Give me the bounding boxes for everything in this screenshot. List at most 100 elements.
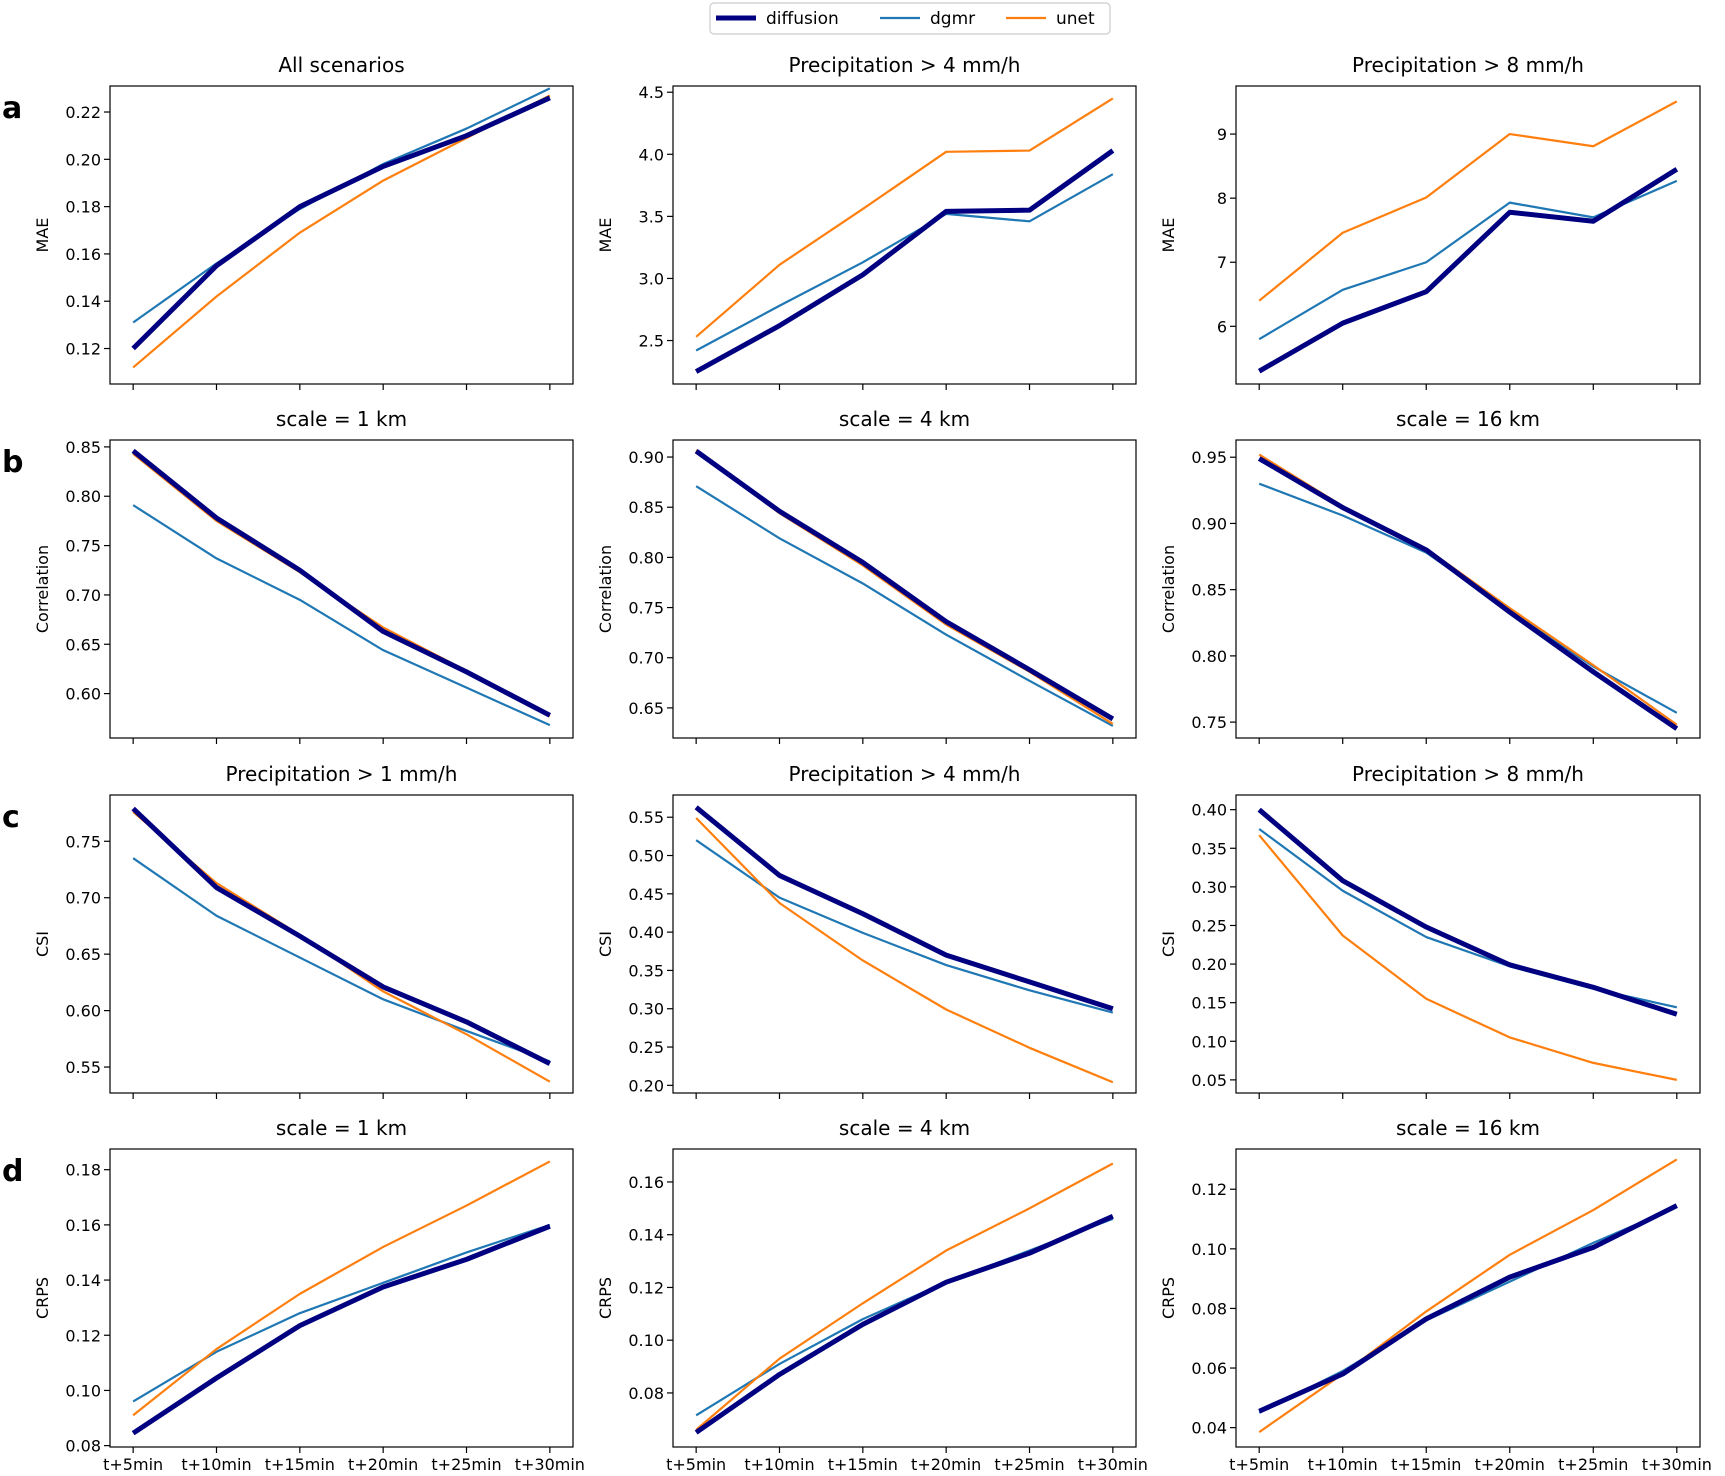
y-tick-label: 0.30 <box>1191 878 1227 897</box>
plot-frame <box>109 1148 574 1448</box>
series-line-unet <box>695 817 1114 1084</box>
panel-d-3: scale = 16 km CRPS 0.04 0.06 0.08 0.10 0.12 t+5… <box>1159 1116 1712 1474</box>
series-line-diffusion <box>694 805 1114 1012</box>
panel-title: Precipitation > 8 mm/h <box>1352 53 1584 77</box>
series-line-dgmr <box>695 173 1114 352</box>
series-line-unet <box>695 97 1114 338</box>
y-tick-label: 0.10 <box>65 1381 101 1400</box>
panel-title: scale = 1 km <box>276 407 407 431</box>
y-tick-label: 0.14 <box>65 292 101 311</box>
row-letter-a: a <box>2 91 22 126</box>
panel-title: scale = 16 km <box>1396 1116 1540 1140</box>
series-line-diffusion <box>131 1223 551 1436</box>
y-tick-label: 0.80 <box>65 487 101 506</box>
x-tick-label: t+25min <box>994 1455 1064 1474</box>
legend-label-dgmr: dgmr <box>930 9 975 29</box>
y-tick-label: 0.08 <box>1191 1299 1227 1318</box>
y-tick-label: 0.75 <box>65 832 101 851</box>
y-tick-label: 0.18 <box>65 198 101 217</box>
y-tick-label: 0.45 <box>628 885 664 904</box>
y-tick-label: 0.55 <box>628 808 664 827</box>
y-tick-label: 0.70 <box>628 649 664 668</box>
x-tick-label: t+15min <box>1391 1455 1461 1474</box>
panel-title: All scenarios <box>278 53 404 77</box>
panel-title: Precipitation > 1 mm/h <box>226 762 458 786</box>
x-tick-label: t+5min <box>103 1455 163 1474</box>
y-tick-label: 4.0 <box>639 145 664 164</box>
series-line-diffusion <box>694 1213 1114 1435</box>
y-axis-label: CSI <box>33 931 52 957</box>
y-tick-label: 0.65 <box>65 945 101 964</box>
x-tick-label: t+5min <box>666 1455 726 1474</box>
x-tick-label: t+25min <box>1558 1455 1628 1474</box>
x-tick-label: t+15min <box>828 1455 898 1474</box>
y-tick-label: 0.60 <box>65 1002 101 1021</box>
y-tick-label: 0.10 <box>628 1331 664 1350</box>
panel-title: scale = 16 km <box>1396 407 1540 431</box>
plot-frame <box>109 794 574 1094</box>
plot-frame <box>109 85 574 385</box>
x-tick-label: t+5min <box>1229 1455 1289 1474</box>
y-tick-label: 0.35 <box>1191 839 1227 858</box>
y-tick-label: 8 <box>1217 189 1227 208</box>
y-tick-label: 0.40 <box>628 923 664 942</box>
y-tick-label: 0.70 <box>65 889 101 908</box>
x-tick-label: t+30min <box>1078 1455 1148 1474</box>
y-tick-label: 0.85 <box>65 438 101 457</box>
y-tick-label: 0.70 <box>65 586 101 605</box>
y-tick-label: 6 <box>1217 317 1227 336</box>
series-line-diffusion <box>1257 167 1679 374</box>
x-tick-label: t+20min <box>911 1455 981 1474</box>
panel-d-1: scale = 1 km CRPS 0.08 0.10 0.12 0.14 0.16 0.18… <box>33 1116 585 1474</box>
series-line-diffusion <box>131 806 551 1066</box>
series-line-diffusion <box>1257 456 1679 731</box>
panel-a-1: All scenarios MAE 0.12 0.14 0.16 0.18 0.20 0.22 <box>33 53 574 390</box>
y-tick-label: 0.75 <box>65 537 101 556</box>
x-tick-label: t+10min <box>1308 1455 1378 1474</box>
x-tick-label: t+25min <box>431 1455 501 1474</box>
series-line-dgmr <box>1258 482 1678 714</box>
series-line-dgmr <box>695 1217 1114 1417</box>
plot-frame <box>672 85 1137 385</box>
row-letter-c: c <box>2 800 20 835</box>
series-line-unet <box>132 1160 551 1417</box>
y-tick-label: 0.25 <box>628 1038 664 1057</box>
y-tick-label: 0.16 <box>65 1216 101 1235</box>
series-line-unet <box>132 94 551 369</box>
panel-d-2: scale = 4 km CRPS 0.08 0.10 0.12 0.14 0.16 t+5m… <box>596 1116 1148 1474</box>
y-tick-label: 4.5 <box>639 83 664 102</box>
series-line-diffusion <box>694 148 1115 374</box>
y-tick-label: 0.90 <box>1191 514 1227 533</box>
plot-frame <box>1235 439 1701 739</box>
y-tick-label: 0.08 <box>628 1384 664 1403</box>
panel-title: scale = 1 km <box>276 1116 407 1140</box>
x-tick-label: t+15min <box>265 1455 335 1474</box>
series-line-diffusion <box>131 448 552 718</box>
y-tick-label: 0.65 <box>628 699 664 718</box>
y-tick-label: 0.75 <box>1191 713 1227 732</box>
series-line-unet <box>1258 834 1678 1081</box>
y-tick-label: 0.16 <box>628 1173 664 1192</box>
row-letter-b: b <box>2 445 23 480</box>
y-tick-label: 0.18 <box>65 1161 101 1180</box>
panel-a-2: Precipitation > 4 mm/h MAE 2.5 3.0 3.5 4.0 4.5 <box>596 53 1137 390</box>
series-line-dgmr <box>132 857 551 1063</box>
x-tick-label: t+20min <box>1475 1455 1545 1474</box>
panel-title: Precipitation > 4 mm/h <box>789 53 1021 77</box>
y-tick-label: 0.80 <box>1191 647 1227 666</box>
legend-label-diffusion: diffusion <box>766 9 839 29</box>
panel-b-2: scale = 4 km Correlation 0.65 0.70 0.75 0.80 0… <box>596 407 1137 744</box>
x-tick-label: t+10min <box>744 1455 814 1474</box>
x-tick-label: t+10min <box>181 1455 251 1474</box>
y-tick-label: 0.22 <box>65 103 101 122</box>
y-axis-label: CSI <box>1159 931 1178 957</box>
panel-b-3: scale = 16 km Correlation 0.75 0.80 0.85 0.90… <box>1159 407 1701 744</box>
plot-frame <box>672 439 1137 739</box>
y-tick-label: 0.20 <box>65 150 101 169</box>
y-axis-label: CRPS <box>1159 1277 1178 1319</box>
row-letter-d: d <box>2 1154 23 1189</box>
plot-frame <box>1235 85 1701 385</box>
y-tick-label: 9 <box>1217 125 1227 144</box>
legend: diffusion dgmr unet <box>709 2 1111 35</box>
